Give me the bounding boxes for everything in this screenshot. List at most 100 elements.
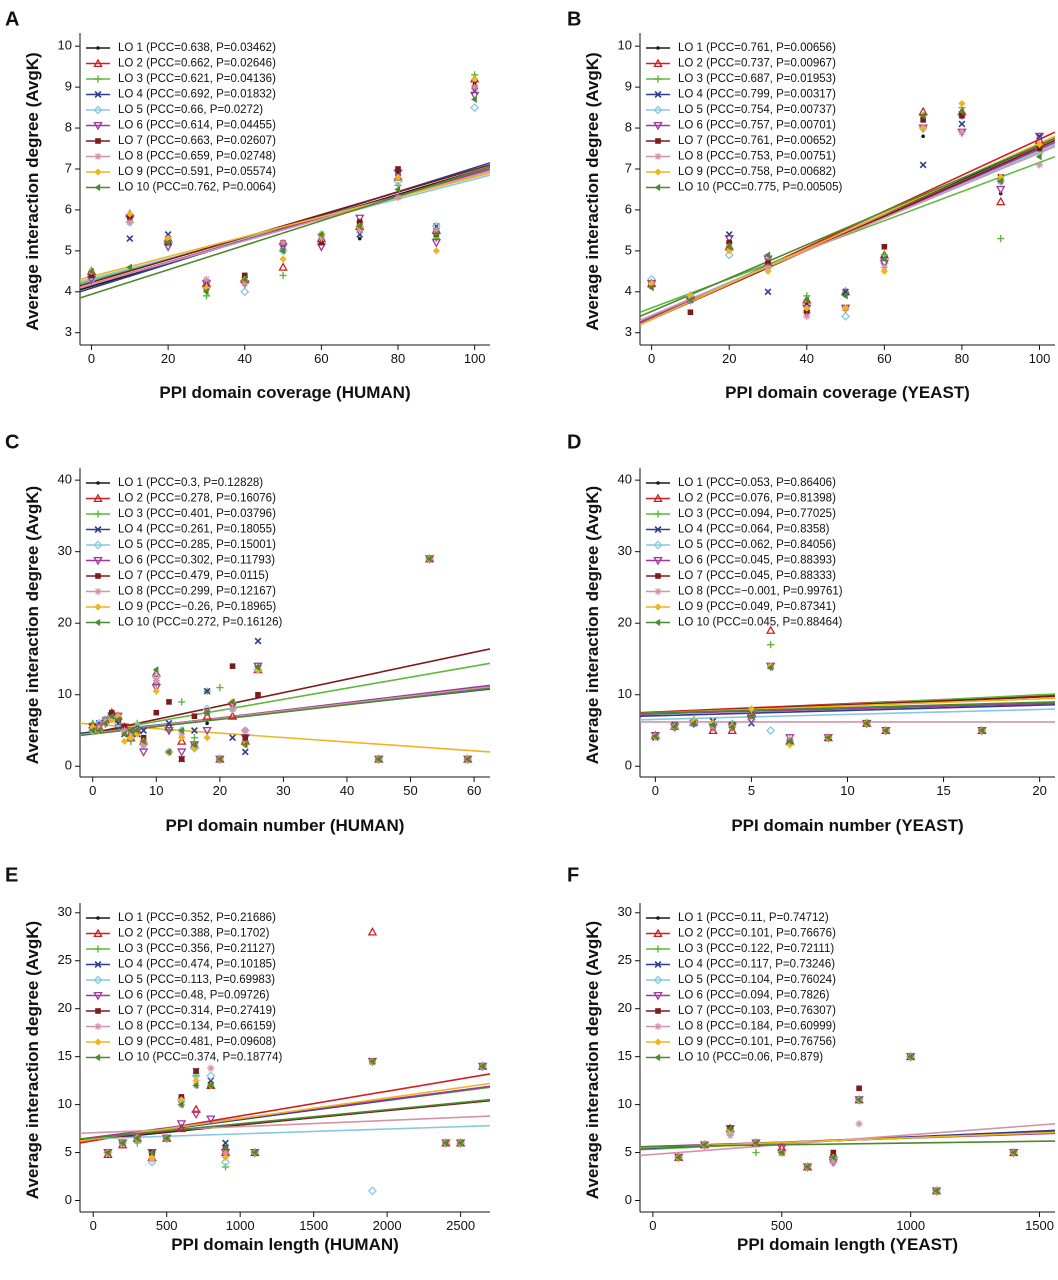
- point-lo-6: [1034, 132, 1045, 142]
- x-tick-label: 20: [161, 351, 175, 366]
- legend-marker: [93, 121, 103, 131]
- legend-marker: [656, 46, 660, 50]
- point-lo-10: [221, 1144, 228, 1152]
- point-lo-4: [1036, 132, 1043, 140]
- legend-marker: [94, 75, 102, 83]
- point-lo-9: [108, 716, 116, 724]
- point-lo-6: [469, 91, 480, 101]
- point-lo-10: [690, 719, 696, 727]
- legend-marker: [656, 481, 660, 485]
- legend-marker: [96, 46, 100, 50]
- legend-marker: [653, 556, 663, 566]
- regression-lines: [640, 693, 1055, 723]
- legend-entry-lo-6: LO 6 (PCC=0.045, P=0.88393): [678, 555, 836, 567]
- legend-entry-lo-6: LO 6 (PCC=0.302, P=0.11793): [118, 555, 275, 567]
- legend-entry-lo-8: LO 8 (PCC=−0.001, P=0.99761): [678, 586, 843, 598]
- y-tick-label: 0: [65, 758, 72, 773]
- legend-marker: [653, 58, 663, 68]
- point-lo-7: [241, 272, 248, 279]
- point-lo-9: [958, 99, 966, 108]
- point-lo-9: [178, 734, 186, 742]
- point-lo-10: [139, 737, 146, 745]
- point-lo-10: [368, 1057, 375, 1066]
- y-tick-label: 20: [618, 615, 632, 630]
- y-tick-label: 4: [65, 283, 72, 298]
- legend-entry-lo-2: LO 2 (PCC=0.737, P=0.00967): [678, 58, 836, 70]
- x-tick-label: 100: [1029, 351, 1051, 366]
- point-lo-4: [919, 161, 927, 169]
- point-lo-8: [126, 218, 134, 226]
- point-lo-10: [164, 239, 171, 247]
- point-lo-8: [279, 239, 287, 247]
- legend-marker: [654, 587, 662, 596]
- x-axis-title: PPI domain length (YEAST): [737, 1235, 958, 1254]
- legend-entry-lo-5: LO 5 (PCC=0.104, P=0.76024): [678, 974, 836, 986]
- y-tick-label: 0: [625, 758, 632, 773]
- legend-marker: [93, 540, 103, 550]
- y-tick-label: 20: [58, 1000, 72, 1015]
- legend-entry-lo-6: LO 6 (PCC=0.48, P=0.09726): [118, 990, 270, 1002]
- legend-marker: [94, 168, 102, 176]
- point-lo-5: [220, 1157, 231, 1167]
- point-lo-6: [206, 1115, 216, 1124]
- fit-line-lo-8: [80, 686, 490, 736]
- point-lo-9: [127, 734, 135, 742]
- legend-entry-lo-4: LO 4 (PCC=0.261, P=0.18055): [118, 524, 276, 536]
- legend-marker: [655, 1008, 661, 1014]
- legend: LO 1 (PCC=0.638, P=0.03462) LO 2 (PCC=0.6…: [86, 42, 276, 194]
- point-lo-7: [395, 166, 401, 172]
- point-lo-6: [177, 748, 187, 757]
- point-lo-10: [686, 296, 693, 304]
- point-lo-10: [152, 666, 159, 674]
- y-tick-label: 8: [65, 119, 72, 134]
- point-lo-10: [148, 1148, 155, 1157]
- legend-entry-lo-2: LO 2 (PCC=0.388, P=0.1702): [118, 928, 270, 940]
- point-lo-8: [228, 705, 237, 713]
- point-lo-7: [920, 117, 926, 123]
- point-lo-6: [355, 214, 365, 224]
- point-lo-10: [863, 719, 869, 727]
- point-lo-10: [803, 1163, 810, 1171]
- point-lo-8: [855, 1120, 863, 1128]
- point-lo-7: [108, 709, 115, 716]
- panel-d: D 0 10 20 30 40 0 5 10 15 20 PPI domain number (YEA…: [567, 431, 1055, 835]
- regression-lines: [80, 648, 490, 753]
- legend-entry-lo-1: LO 1 (PCC=0.053, P=0.86406): [678, 477, 836, 489]
- point-lo-10: [126, 263, 132, 271]
- y-tick-label: 10: [618, 38, 632, 53]
- legend-entry-lo-1: LO 1 (PCC=0.761, P=0.00656): [678, 42, 836, 54]
- x-tick-label: 40: [238, 351, 252, 366]
- legend-marker: [655, 573, 661, 579]
- x-tick-label: 100: [464, 351, 486, 366]
- legend-entry-lo-5: LO 5 (PCC=0.285, P=0.15001): [118, 539, 276, 551]
- legend-marker: [94, 183, 101, 192]
- point-lo-5: [724, 250, 734, 260]
- legend-entry-lo-5: LO 5 (PCC=0.66, P=0.0272): [118, 104, 263, 116]
- legend-marker: [94, 1022, 102, 1031]
- legend-marker: [653, 105, 663, 115]
- point-lo-10: [216, 755, 223, 763]
- data-points: [88, 553, 473, 765]
- point-lo-8: [1035, 161, 1044, 169]
- point-lo-7: [127, 215, 133, 221]
- point-lo-9: [880, 267, 888, 275]
- panel-letter: E: [5, 864, 18, 886]
- point-lo-9: [764, 267, 772, 275]
- point-lo-9: [89, 723, 97, 731]
- legend-entry-lo-4: LO 4 (PCC=0.064, P=0.8358): [678, 524, 830, 536]
- legend-entry-lo-9: LO 9 (PCC=−0.26, P=0.18965): [118, 601, 276, 613]
- point-lo-10: [426, 555, 432, 563]
- point-lo-7: [687, 309, 694, 316]
- x-tick-label: 2000: [373, 1218, 402, 1233]
- legend-entry-lo-8: LO 8 (PCC=0.184, P=0.60999): [678, 1021, 836, 1033]
- legend-entry-lo-8: LO 8 (PCC=0.753, P=0.00751): [678, 151, 836, 163]
- y-tick-label: 6: [65, 201, 72, 216]
- legend-marker: [654, 91, 662, 98]
- point-lo-2: [367, 927, 378, 936]
- point-lo-10: [87, 267, 94, 275]
- point-lo-3: [997, 234, 1005, 243]
- x-tick-label: 1000: [896, 1218, 925, 1233]
- legend-entry-lo-3: LO 3 (PCC=0.401, P=0.03796): [118, 508, 276, 520]
- x-tick-label: 30: [276, 783, 290, 798]
